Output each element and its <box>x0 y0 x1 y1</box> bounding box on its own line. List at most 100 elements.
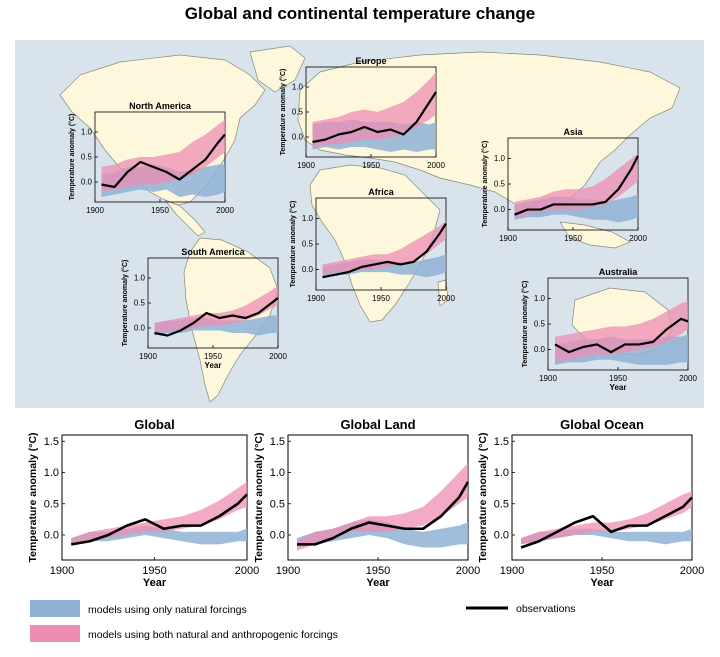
xtick-label-global-ocean-2: 2000 <box>680 565 704 577</box>
chart-south-america: South America 1900 1950 2000 0.0 0.5 1.0 Temper… <box>121 247 287 370</box>
land-central-america <box>163 199 206 237</box>
ytick-label-global-land-0: 0.0 <box>270 530 285 542</box>
xtick-label-north-america-1: 1950 <box>151 206 169 215</box>
ytick-label-global-ocean-1: 0.5 <box>494 498 509 510</box>
land-greenland <box>249 45 306 93</box>
chart-global: Global 1900 1950 2000 0.0 0.5 1.0 1.5 Temperatur… <box>27 417 259 589</box>
natural-band-global <box>71 525 247 545</box>
chart-europe: Europe 1900 1950 2000 0.0 0.5 1.0 Temperature a… <box>279 56 445 170</box>
chart-title-europe: Europe <box>355 56 386 66</box>
ytick-label-global-ocean-2: 1.0 <box>494 467 509 479</box>
chart-title-global-ocean: Global Ocean <box>560 417 644 432</box>
ytick-label-north-america-1: 0.5 <box>81 153 93 162</box>
ytick-label-asia-0: 0.0 <box>494 205 506 214</box>
xtick-label-global-land-1: 1950 <box>366 565 390 577</box>
observations-line-global <box>71 493 248 546</box>
chart-title-south-america: South America <box>181 247 245 257</box>
legend: models using only natural forcings model… <box>30 600 576 642</box>
observations-line-south-america <box>154 297 279 337</box>
xtick-label-global-1: 1950 <box>142 565 166 577</box>
ytick-label-global-1: 0.5 <box>44 498 59 510</box>
figure-title: Global and continental temperature chang… <box>184 4 536 23</box>
chart-australia: Australia 1900 1950 2000 0.0 0.5 1.0 Temperatur… <box>521 267 697 392</box>
xlabel-south-america: Year <box>205 361 222 370</box>
chart-global-ocean: Global Ocean 1900 1950 2000 0.0 0.5 1.0 1.5 Temp… <box>477 417 704 589</box>
observations-line-africa <box>322 222 447 279</box>
chart-title-africa: Africa <box>368 187 395 197</box>
ytick-label-europe-0: 0.0 <box>292 133 304 142</box>
xtick-label-europe-1: 1950 <box>362 161 380 170</box>
chart-global-land: Global Land 1900 1950 2000 0.0 0.5 1.0 1.5 Tempe… <box>253 417 480 589</box>
anthropogenic-band-global <box>71 481 247 545</box>
legend-natural-swatch <box>30 600 80 617</box>
ytick-label-global-0: 0.0 <box>44 530 59 542</box>
xtick-label-africa-1: 1950 <box>372 294 390 303</box>
anthropogenic-band-north-america <box>101 119 225 192</box>
xlabel-global-land: Year <box>366 577 390 589</box>
ytick-label-south-america-1: 0.5 <box>134 299 146 308</box>
ylabel-africa: Temperature anomaly (°C) <box>289 201 297 288</box>
xtick-label-australia-1: 1950 <box>609 374 627 383</box>
chart-asia: Asia 1900 1950 2000 0.0 0.5 1.0 Temperature ano… <box>481 127 647 243</box>
xtick-label-africa-2: 2000 <box>437 294 455 303</box>
ytick-label-global-3: 1.5 <box>44 436 59 448</box>
ytick-label-europe-1: 0.5 <box>292 108 304 117</box>
xlabel-global: Year <box>143 577 167 589</box>
chart-title-asia: Asia <box>563 127 583 137</box>
chart-title-north-america: North America <box>129 101 192 111</box>
xtick-label-south-america-1: 1950 <box>204 352 222 361</box>
xtick-label-global-ocean-0: 1900 <box>500 565 524 577</box>
chart-title-global-land: Global Land <box>340 417 415 432</box>
ylabel-asia: Temperature anomaly (°C) <box>481 141 489 228</box>
legend-both-swatch <box>30 625 80 642</box>
observations-line-australia <box>554 317 689 354</box>
ytick-label-global-ocean-0: 0.0 <box>494 530 509 542</box>
xtick-label-africa-0: 1900 <box>307 294 325 303</box>
ytick-label-global-land-3: 1.5 <box>270 436 285 448</box>
xtick-label-south-america-0: 1900 <box>139 352 157 361</box>
xtick-label-europe-0: 1900 <box>297 161 315 170</box>
ytick-label-africa-1: 0.5 <box>302 240 314 249</box>
xtick-label-asia-1: 1950 <box>564 234 582 243</box>
xlabel-global-ocean: Year <box>590 577 614 589</box>
xtick-label-global-land-0: 1900 <box>276 565 300 577</box>
observations-line-global-land <box>297 481 470 546</box>
observations-line-north-america <box>101 133 226 189</box>
xtick-label-australia-0: 1900 <box>539 374 557 383</box>
chart-africa: Africa 1900 1950 2000 0.0 0.5 1.0 Temperature a… <box>289 187 455 303</box>
ytick-label-australia-0: 0.0 <box>534 345 546 354</box>
legend-observations-label: observations <box>516 603 576 615</box>
ylabel-europe: Temperature anomaly (°C) <box>279 69 287 156</box>
ytick-label-global-land-1: 0.5 <box>270 498 285 510</box>
xlabel-australia: Year <box>610 383 627 392</box>
xtick-label-south-america-2: 2000 <box>269 352 287 361</box>
ytick-label-asia-2: 1.0 <box>494 154 506 163</box>
xtick-label-australia-2: 2000 <box>679 374 697 383</box>
xtick-label-asia-0: 1900 <box>499 234 517 243</box>
ylabel-south-america: Temperature anomaly (°C) <box>121 260 129 347</box>
ylabel-global-land: Temperature anomaly (°C) <box>253 432 265 562</box>
land-africa <box>309 164 441 323</box>
ytick-label-global-2: 1.0 <box>44 467 59 479</box>
xtick-label-global-2: 2000 <box>235 565 259 577</box>
observations-line-europe <box>312 91 437 144</box>
ylabel-global-ocean: Temperature anomaly (°C) <box>477 432 489 562</box>
ytick-label-south-america-2: 1.0 <box>134 274 146 283</box>
observations-line-global-ocean <box>520 496 693 549</box>
ytick-label-global-ocean-3: 1.5 <box>494 436 509 448</box>
xtick-label-north-america-2: 2000 <box>216 206 234 215</box>
xtick-label-north-america-0: 1900 <box>86 206 104 215</box>
anthropogenic-band-europe <box>312 72 436 147</box>
ytick-label-north-america-2: 1.0 <box>81 128 93 137</box>
ylabel-australia: Temperature anomaly (°C) <box>521 281 529 368</box>
ytick-label-south-america-0: 0.0 <box>134 324 146 333</box>
ylabel-global: Temperature anomaly (°C) <box>27 432 39 562</box>
ytick-label-australia-2: 1.0 <box>534 294 546 303</box>
anthropogenic-band-south-america <box>154 285 278 333</box>
xtick-label-asia-2: 2000 <box>629 234 647 243</box>
xtick-label-global-land-2: 2000 <box>456 565 480 577</box>
anthropogenic-band-africa <box>322 221 446 275</box>
xtick-label-global-0: 1900 <box>50 565 74 577</box>
observations-line-asia <box>514 155 639 216</box>
